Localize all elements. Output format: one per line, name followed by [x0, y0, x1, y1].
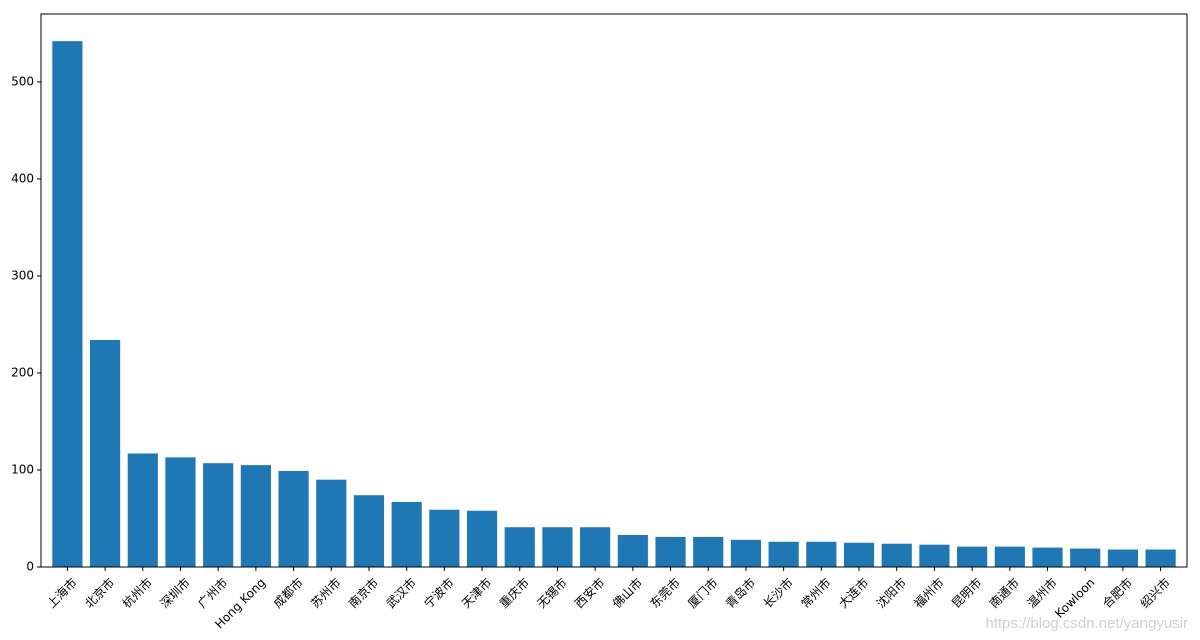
bar [165, 457, 196, 567]
bar [52, 41, 83, 567]
x-tick-label: 绍兴市 [1137, 575, 1173, 611]
x-tick-label: 大连市 [835, 575, 871, 611]
bar [919, 544, 950, 567]
bar [391, 501, 422, 567]
x-tick-label: 南京市 [345, 575, 381, 611]
bar [655, 536, 686, 567]
bar [693, 536, 724, 567]
watermark-text: https://blog.csdn.net/yangyusir [985, 615, 1188, 632]
bar [278, 470, 309, 567]
x-tick-label: 厦门市 [685, 575, 721, 611]
bar [316, 479, 347, 567]
bar [504, 527, 535, 567]
bar [730, 539, 762, 567]
bar [203, 463, 234, 567]
bar [1070, 548, 1101, 567]
bar [617, 534, 648, 567]
x-tick-label: 天津市 [458, 575, 494, 611]
y-tick-label: 400 [11, 171, 34, 185]
bar [1107, 549, 1138, 567]
x-tick-label: Kowloon [1052, 575, 1097, 620]
x-tick-label: 佛山市 [609, 575, 645, 611]
x-tick-label: 武汉市 [383, 575, 419, 611]
x-tick-label: 昆明市 [948, 575, 984, 611]
x-tick-label: 西安市 [571, 575, 607, 611]
x-tick-label: 北京市 [81, 575, 117, 611]
bar [429, 509, 460, 567]
bar [580, 527, 611, 567]
x-tick-label: 苏州市 [308, 575, 344, 611]
plot-frame [40, 13, 1188, 568]
bar [994, 546, 1025, 567]
y-tick-label: 500 [11, 74, 34, 88]
y-tick-label: 200 [11, 365, 34, 379]
x-tick-label: 重庆市 [496, 575, 532, 611]
x-tick-label: 东莞市 [647, 575, 683, 611]
x-tick-label: 沈阳市 [873, 575, 909, 611]
y-tick-label: 100 [11, 462, 34, 476]
bar [881, 543, 912, 567]
bar [90, 339, 121, 567]
x-tick-label: 温州市 [1024, 575, 1060, 611]
bar [240, 465, 271, 567]
x-tick-label: 福州市 [911, 575, 947, 611]
bar [466, 510, 498, 567]
x-tick-label: 成都市 [270, 575, 306, 611]
bar [1032, 547, 1063, 567]
x-tick-label: 宁波市 [421, 575, 457, 611]
bar [542, 527, 573, 567]
y-tick-label: 0 [26, 560, 34, 574]
x-tick-label: 常州市 [798, 575, 834, 611]
bar [843, 542, 875, 567]
x-tick-label: 南通市 [986, 575, 1022, 611]
bars-group [52, 41, 1176, 567]
bar [957, 546, 988, 567]
x-tick-label: 青岛市 [722, 575, 758, 611]
x-tick-label: 上海市 [44, 575, 80, 611]
x-tick-label: 长沙市 [760, 575, 796, 611]
x-tick-label: 广州市 [194, 575, 230, 611]
bar [353, 495, 385, 567]
x-tick-label: 合肥市 [1099, 575, 1135, 611]
x-tick-label: 杭州市 [119, 575, 155, 611]
bar [127, 453, 158, 567]
bar [1145, 549, 1176, 567]
x-tick-label: 深圳市 [157, 575, 193, 611]
y-tick-label: 300 [11, 268, 34, 282]
y-axis: 0 100 200 300 400 500 [11, 74, 41, 574]
bar [768, 541, 799, 567]
bar [806, 541, 837, 567]
x-tick-label: 无锡市 [534, 575, 570, 611]
